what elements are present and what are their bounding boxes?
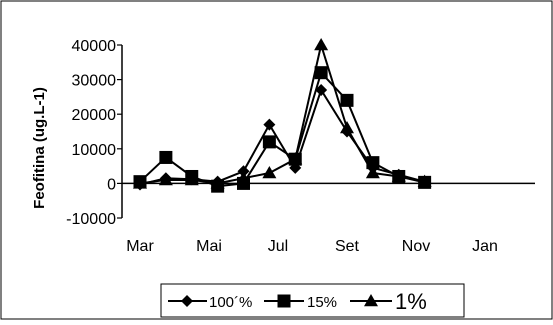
series-layer (133, 38, 432, 193)
series-3 (133, 38, 432, 189)
x-tick-label: Jan (472, 238, 498, 255)
x-tick-label: Nov (402, 238, 430, 255)
legend-label: 1% (395, 289, 427, 314)
legend-entry: 100´% (168, 294, 252, 311)
y-tick-label: 10000 (72, 142, 117, 159)
axes: -10000 0 10000 20000 30000 40000 Mar Mai Jul Set N… (66, 38, 535, 255)
legend: 100´% 15% 1% (160, 283, 465, 318)
legend-label: 100´% (209, 294, 252, 311)
x-tick-label: Mar (126, 238, 154, 255)
data-point (288, 152, 303, 165)
data-point (340, 121, 354, 134)
data-point (133, 176, 147, 189)
x-tick-label: Mai (196, 238, 222, 255)
legend-marker (277, 294, 291, 308)
legend-entry: 1% (350, 289, 427, 314)
data-point (262, 166, 277, 179)
y-tick-label: 40000 (72, 38, 117, 55)
data-point (340, 93, 354, 107)
y-tick-label: 20000 (72, 107, 117, 124)
data-point (158, 172, 173, 186)
legend-entry: 15% (264, 294, 337, 311)
data-point (417, 174, 432, 187)
data-point (262, 135, 276, 149)
legend-marker (364, 294, 378, 307)
data-point (184, 172, 199, 186)
data-point (314, 66, 328, 80)
y-axis-label: Feofitina (ug.L-1) (31, 87, 48, 209)
legend-label: 15% (307, 294, 337, 311)
data-point (210, 176, 225, 189)
y-tick-label: 30000 (72, 73, 117, 90)
data-point (159, 150, 173, 164)
data-point (236, 171, 251, 184)
x-tick-label: Jul (268, 238, 288, 255)
legend-box (160, 283, 465, 318)
data-point (263, 118, 276, 131)
x-tick-label: Set (335, 238, 360, 255)
legend-marker (181, 295, 193, 307)
data-point (314, 38, 329, 51)
data-point (391, 169, 406, 182)
y-tick-label: -10000 (66, 211, 116, 228)
data-point (365, 166, 380, 179)
y-tick-label: 0 (107, 176, 116, 193)
data-point (315, 83, 328, 96)
